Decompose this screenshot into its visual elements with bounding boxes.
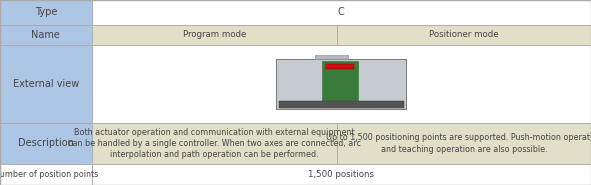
Bar (279, 102, 404, 107)
Text: Both actuator operation and communication with external equipment
can be handled: Both actuator operation and communicatio… (68, 128, 361, 159)
Text: Type: Type (35, 7, 57, 18)
Bar (0, 25, 92, 45)
Bar (316, 55, 348, 59)
Bar (92, 0, 591, 25)
Text: C: C (338, 7, 345, 18)
Bar (92, 25, 337, 45)
Bar (0, 164, 92, 185)
Text: 1,500 positions: 1,500 positions (309, 170, 374, 179)
Text: Number of position points: Number of position points (0, 170, 98, 179)
Text: Description: Description (18, 138, 74, 149)
Text: External view: External view (12, 79, 79, 89)
Text: Name: Name (31, 30, 60, 40)
Bar (326, 64, 355, 69)
Bar (0, 0, 92, 25)
Text: Positioner mode: Positioner mode (429, 31, 499, 39)
Text: Program mode: Program mode (183, 31, 246, 39)
Bar (337, 25, 591, 45)
Bar (92, 45, 591, 123)
Text: Up to 1,500 positioning points are supported. Push-motion operation
and teaching: Up to 1,500 positioning points are suppo… (326, 133, 591, 154)
Bar (322, 61, 358, 107)
Bar (92, 164, 591, 185)
Bar (337, 123, 591, 164)
Bar (0, 45, 92, 123)
Bar (277, 59, 407, 109)
Bar (0, 123, 92, 164)
Bar (92, 123, 337, 164)
